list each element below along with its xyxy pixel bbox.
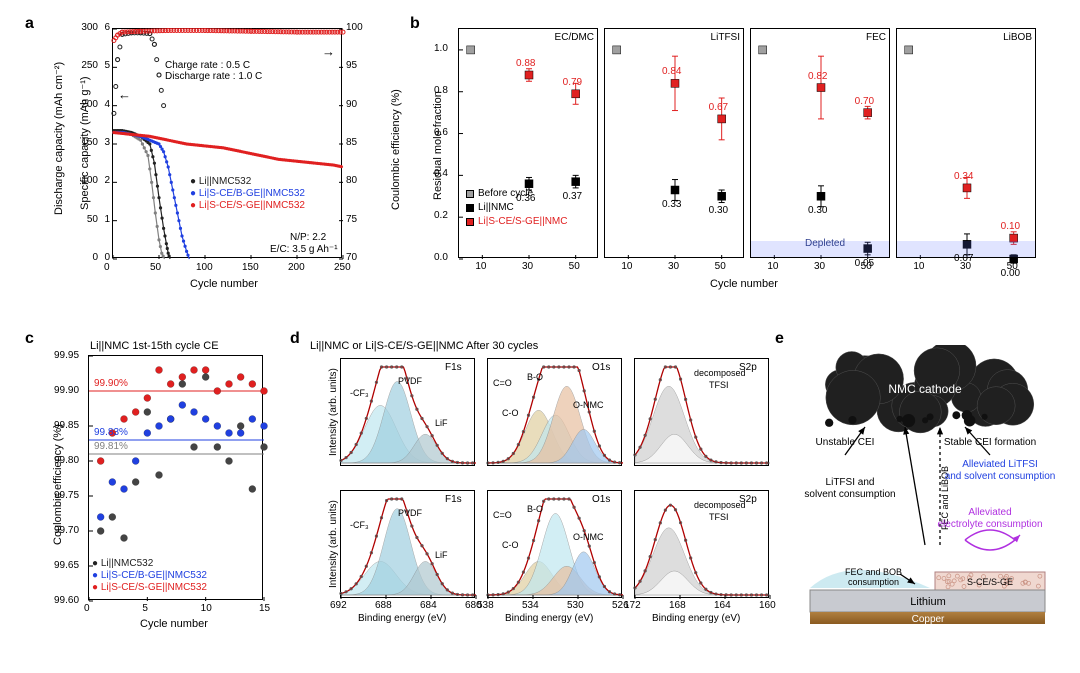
- svg-text:Lithium: Lithium: [910, 596, 945, 608]
- panel-c-label: c: [25, 330, 34, 348]
- panel-a-np: N/P: 2.2: [290, 232, 326, 243]
- panel-b-sub-1: [604, 28, 744, 258]
- panel-d-title: Li||NMC or Li|S-CE/S-GE||NMC After 30 cy…: [310, 340, 538, 352]
- svg-text:FEC and BOB: FEC and BOB: [845, 567, 902, 577]
- panel-b-label: b: [410, 15, 420, 33]
- svg-text:S-CE/S-GE: S-CE/S-GE: [967, 577, 1013, 587]
- svg-text:and solvent consumption: and solvent consumption: [945, 471, 1056, 482]
- panel-e-label: e: [775, 330, 784, 348]
- panel-b-xlabel: Cycle number: [710, 278, 778, 290]
- svg-text:Copper: Copper: [912, 614, 945, 625]
- panel-a-y3label: Coulombic efficiency (%): [390, 89, 402, 210]
- panel-a-right-arrow: →: [322, 44, 335, 59]
- panel-d-label: d: [290, 330, 300, 348]
- panel-d-F1s-row0: [340, 358, 475, 466]
- svg-text:solvent consumption: solvent consumption: [804, 489, 895, 500]
- svg-text:electrolyte consumption: electrolyte consumption: [937, 519, 1042, 530]
- svg-text:Unstable CEI: Unstable CEI: [816, 437, 875, 448]
- panel-d-F1s-row1: [340, 490, 475, 598]
- panel-a-xlabel: Cycle number: [190, 278, 258, 290]
- svg-text:NMC cathode: NMC cathode: [888, 382, 962, 396]
- panel-b-ylabel: Residual mole fraction: [432, 91, 444, 200]
- panel-a-left-arrow: ←: [118, 87, 131, 102]
- panel-a-y1label: Discharge capacity (mAh cm⁻²): [52, 62, 65, 215]
- svg-text:consumption: consumption: [848, 577, 899, 587]
- panel-b-sub-2: [750, 28, 890, 258]
- panel-c-title: Li||NMC 1st-15th cycle CE: [90, 340, 219, 352]
- panel-e-schematic: NMC cathode Unstable CEI Stable CEI format…: [790, 345, 1060, 645]
- panel-a-label: a: [25, 15, 34, 33]
- panel-c-xlabel: Cycle number: [140, 618, 208, 630]
- svg-text:Stable CEI formation: Stable CEI formation: [944, 437, 1036, 448]
- panel-a-rates: Charge rate : 0.5 C Discharge rate : 1.0…: [165, 60, 262, 82]
- svg-text:LiTFSI and: LiTFSI and: [826, 477, 875, 488]
- svg-text:Alleviated LiTFSI: Alleviated LiTFSI: [962, 459, 1038, 470]
- panel-a-ec: E/C: 3.5 g Ah⁻¹: [270, 244, 338, 255]
- svg-text:Alleviated: Alleviated: [968, 507, 1011, 518]
